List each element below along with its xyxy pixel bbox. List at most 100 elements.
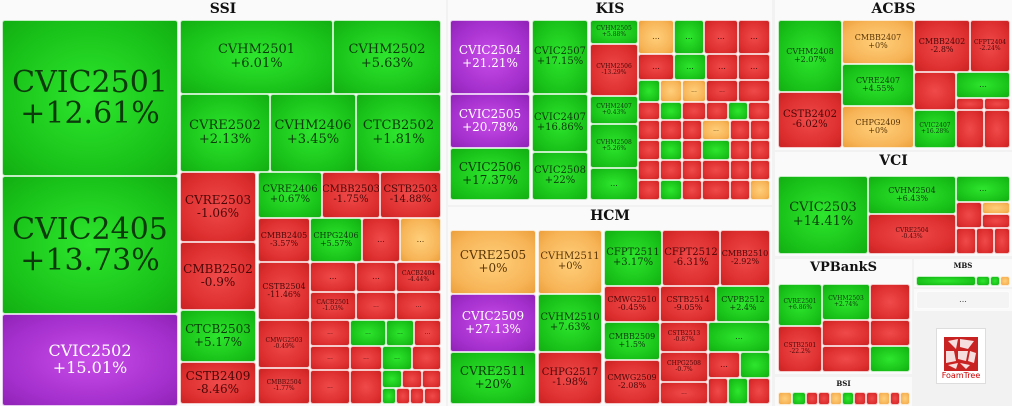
stock-tile[interactable]: CVHM2501 +6.01% xyxy=(180,20,333,94)
stock-tile[interactable]: ... xyxy=(382,346,412,370)
stock-tile[interactable] xyxy=(682,120,702,140)
stock-tile[interactable]: CMBB2510 -2.92% xyxy=(720,230,770,286)
stock-tile[interactable]: CSTB2501 -22.2% xyxy=(778,326,822,372)
stock-tile[interactable]: CFPT2511 +3.17% xyxy=(604,230,662,286)
stock-tile[interactable] xyxy=(638,102,660,120)
stock-tile[interactable]: CHPG2517 -1.98% xyxy=(538,352,602,404)
stock-tile[interactable]: CVRE2505 +0% xyxy=(450,230,536,294)
stock-tile[interactable]: CVHM2506 -13.29% xyxy=(590,44,638,96)
stock-tile[interactable]: ... xyxy=(704,20,738,54)
stock-tile[interactable] xyxy=(638,160,660,180)
stock-tile[interactable] xyxy=(638,180,660,200)
stock-tile[interactable] xyxy=(750,120,770,140)
stock-tile[interactable] xyxy=(778,392,792,405)
stock-tile[interactable]: ... xyxy=(956,72,1010,98)
stock-tile[interactable] xyxy=(708,378,728,404)
stock-tile[interactable]: CMWG2503 -0.49% xyxy=(258,320,310,368)
stock-tile[interactable] xyxy=(870,284,910,320)
stock-tile[interactable]: CHPG2406 +5.57% xyxy=(310,218,362,262)
stock-tile[interactable]: CVHM2406 +3.45% xyxy=(270,94,356,172)
stock-tile[interactable] xyxy=(730,140,750,160)
stock-tile[interactable]: CACB2501 -1.03% xyxy=(310,292,356,320)
stock-tile[interactable] xyxy=(976,276,990,286)
group-mbs[interactable]: MBS xyxy=(914,259,1012,287)
stock-tile[interactable] xyxy=(382,370,402,388)
stock-tile[interactable]: CVRE2504 -0.43% xyxy=(868,214,956,254)
stock-tile[interactable] xyxy=(1000,276,1010,286)
stock-tile[interactable] xyxy=(956,110,984,148)
stock-tile[interactable] xyxy=(412,346,441,370)
stock-tile[interactable] xyxy=(402,370,422,388)
stock-tile[interactable]: CVHM2407 +0.43% xyxy=(590,96,638,124)
group-kis[interactable]: KIS CVIC2504 +21.21% CVIC2505 +20.78% CVIC250… xyxy=(448,0,772,205)
stock-tile[interactable] xyxy=(660,180,682,200)
stock-tile[interactable] xyxy=(728,102,748,120)
stock-tile[interactable]: ... xyxy=(414,320,441,346)
stock-tile[interactable]: CSTB2513 -0.87% xyxy=(660,322,708,352)
stock-tile[interactable]: ... xyxy=(310,370,350,404)
group-acbs[interactable]: ACBS CVHM2408 +2.07% CSTB2402 -6.02% CMBB2407… xyxy=(775,0,1012,150)
stock-tile[interactable]: CVHM2510 +7.63% xyxy=(538,294,602,352)
stock-tile[interactable]: CFPT2512 -6.31% xyxy=(662,230,720,286)
stock-tile[interactable]: CVRE2511 +20% xyxy=(450,352,536,404)
stock-tile[interactable]: CSTB2504 -11.46% xyxy=(258,262,310,320)
stock-tile[interactable] xyxy=(984,110,1010,148)
stock-tile[interactable] xyxy=(638,140,660,160)
stock-tile[interactable]: CACB2404 -4.44% xyxy=(396,262,441,292)
stock-tile[interactable] xyxy=(818,392,830,405)
stock-tile[interactable]: ... xyxy=(638,20,674,54)
stock-tile[interactable] xyxy=(682,102,706,120)
stock-tile[interactable] xyxy=(424,388,441,404)
stock-tile[interactable] xyxy=(660,120,682,140)
stock-tile[interactable]: ... xyxy=(702,120,730,140)
stock-tile[interactable]: ... xyxy=(916,291,1010,309)
group-ssi[interactable]: SSI CVIC2501 +12.61% CVIC2405 +13.73% CVIC250… xyxy=(0,0,446,406)
stock-tile[interactable] xyxy=(730,160,750,180)
stock-tile[interactable]: CMWG2510 -0.45% xyxy=(604,286,660,322)
stock-tile[interactable]: CVIC2508 +22% xyxy=(532,152,588,200)
stock-tile[interactable]: CMWG2509 -2.08% xyxy=(604,360,660,404)
stock-tile[interactable] xyxy=(410,388,424,404)
stock-tile[interactable]: CTCB2502 +1.81% xyxy=(356,94,441,172)
stock-tile[interactable] xyxy=(422,370,441,388)
stock-tile[interactable] xyxy=(682,140,702,160)
stock-tile[interactable]: ... xyxy=(738,20,770,54)
stock-tile[interactable]: CVIC2407 +16.28% xyxy=(914,110,956,148)
stock-tile[interactable] xyxy=(806,392,818,405)
stock-tile[interactable]: CVIC2503 +14.41% xyxy=(778,176,868,254)
stock-tile[interactable]: CFPT2404 -2.24% xyxy=(970,20,1010,72)
stock-tile[interactable] xyxy=(984,98,1010,110)
stock-tile[interactable] xyxy=(382,388,396,404)
stock-tile[interactable]: ... xyxy=(350,346,382,370)
stock-tile[interactable]: ... xyxy=(708,322,770,352)
stock-tile[interactable] xyxy=(728,378,748,404)
stock-tile[interactable]: ... xyxy=(638,54,674,80)
stock-tile[interactable]: CVHM2503 +2.74% xyxy=(822,284,870,320)
stock-tile[interactable]: ... xyxy=(660,382,708,404)
stock-tile[interactable]: CVHM2504 +6.43% xyxy=(868,176,956,214)
stock-tile[interactable] xyxy=(866,392,878,405)
stock-tile[interactable]: CVIC2507 +17.15% xyxy=(532,20,588,94)
stock-tile[interactable]: CVIC2506 +17.37% xyxy=(450,148,530,200)
stock-tile[interactable]: CVHM2505 +5.88% xyxy=(590,20,638,44)
stock-tile[interactable] xyxy=(682,160,702,180)
stock-tile[interactable] xyxy=(702,140,730,160)
stock-tile[interactable] xyxy=(740,352,770,378)
stock-tile[interactable]: ... xyxy=(310,262,356,292)
stock-tile[interactable]: ... xyxy=(386,320,414,346)
stock-tile[interactable]: CMBB2504 -1.77% xyxy=(258,368,310,404)
stock-tile[interactable] xyxy=(682,180,702,200)
stock-tile[interactable] xyxy=(822,346,870,372)
stock-tile[interactable]: ... xyxy=(674,54,706,80)
stock-tile[interactable]: ... xyxy=(708,352,740,378)
stock-tile[interactable]: CSTB2514 -9.05% xyxy=(660,286,716,322)
stock-tile[interactable]: CVHM2502 +5.63% xyxy=(333,20,441,94)
stock-tile[interactable] xyxy=(660,102,682,120)
stock-tile[interactable]: CVRE2406 +0.67% xyxy=(258,172,322,218)
stock-tile[interactable]: ... xyxy=(356,262,396,292)
stock-tile[interactable] xyxy=(990,276,1000,286)
stock-tile[interactable] xyxy=(916,276,976,286)
stock-tile[interactable] xyxy=(956,98,984,110)
stock-tile[interactable]: ... xyxy=(706,54,738,80)
stock-tile[interactable]: ... xyxy=(738,54,770,80)
